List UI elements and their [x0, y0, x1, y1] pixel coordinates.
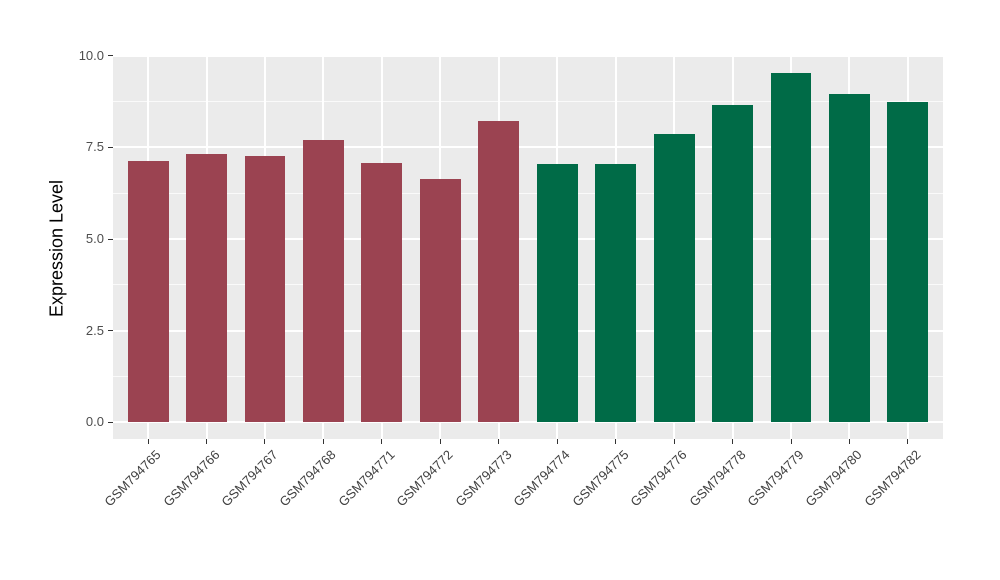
- x-tick-label: GSM794774: [510, 447, 573, 510]
- y-major-gridline: [113, 329, 943, 332]
- bar: [887, 101, 929, 423]
- bar: [653, 133, 695, 423]
- y-tick-mark: [108, 421, 113, 423]
- bar: [712, 104, 754, 423]
- bar: [361, 162, 403, 423]
- y-tick-mark: [108, 55, 113, 57]
- bar: [770, 73, 812, 423]
- x-tick-label: GSM794776: [627, 447, 690, 510]
- y-major-gridline: [113, 238, 943, 241]
- y-tick-label: 10.0: [78, 47, 104, 63]
- y-minor-gridline: [113, 101, 943, 103]
- x-tick-mark: [907, 439, 909, 444]
- x-tick-mark: [790, 439, 792, 444]
- y-tick-label: 7.5: [85, 139, 104, 155]
- y-tick-mark: [108, 146, 113, 148]
- x-tick-mark: [439, 439, 441, 444]
- y-major-gridline: [113, 146, 943, 149]
- x-tick-label: GSM794780: [802, 447, 866, 510]
- x-tick-label: GSM794779: [744, 447, 807, 510]
- x-tick-label: GSM794765: [101, 447, 164, 510]
- x-tick-label: GSM794772: [393, 447, 456, 510]
- y-minor-gridline: [113, 376, 943, 378]
- bar: [186, 154, 227, 423]
- x-tick-mark: [147, 439, 149, 444]
- y-major-gridline: [113, 54, 943, 57]
- bar: [536, 163, 578, 423]
- x-tick-label: GSM794782: [861, 447, 924, 510]
- x-tick-label: GSM794773: [452, 447, 515, 510]
- y-tick-label: 0.0: [85, 414, 104, 430]
- bar: [302, 140, 344, 423]
- x-tick-mark: [322, 439, 324, 444]
- x-tick-mark: [848, 439, 850, 444]
- plot-panel: [113, 54, 943, 439]
- bar: [478, 121, 520, 423]
- y-minor-gridline: [113, 284, 943, 286]
- x-tick-label: GSM794766: [159, 447, 223, 510]
- x-tick-label: GSM794775: [569, 447, 632, 510]
- y-tick-mark: [108, 238, 113, 240]
- y-major-gridline: [113, 421, 943, 424]
- x-tick-mark: [381, 439, 383, 444]
- y-tick-label: 5.0: [85, 231, 104, 247]
- x-tick-label: GSM794768: [276, 447, 340, 510]
- bar: [127, 161, 169, 423]
- x-tick-mark: [732, 439, 734, 444]
- bar: [244, 156, 286, 423]
- x-tick-mark: [556, 439, 558, 444]
- x-tick-mark: [206, 439, 208, 444]
- x-tick-mark: [498, 439, 500, 444]
- x-tick-label: GSM794767: [218, 447, 281, 510]
- y-minor-gridline: [113, 192, 943, 194]
- y-axis-title: Expression Level: [46, 179, 67, 318]
- x-tick-mark: [264, 439, 266, 444]
- y-tick-mark: [108, 330, 113, 332]
- x-tick-label: GSM794771: [335, 447, 398, 510]
- x-tick-mark: [673, 439, 675, 444]
- bar: [419, 179, 461, 423]
- bar: [829, 93, 870, 423]
- bar: [595, 163, 637, 423]
- y-tick-label: 2.5: [85, 322, 104, 338]
- x-tick-mark: [615, 439, 617, 444]
- x-tick-label: GSM794778: [685, 447, 749, 510]
